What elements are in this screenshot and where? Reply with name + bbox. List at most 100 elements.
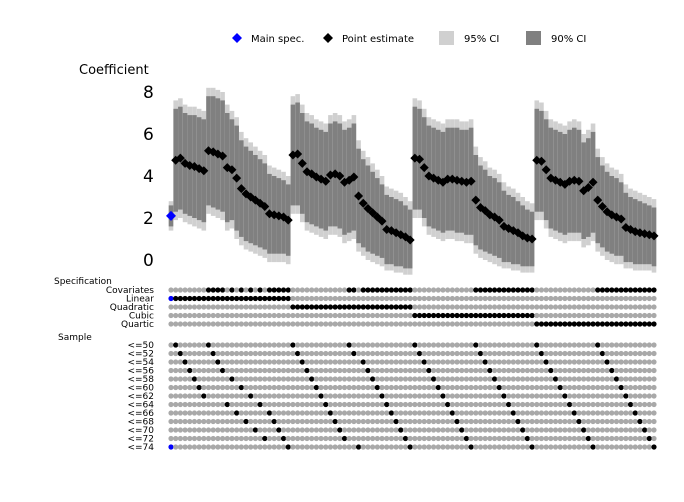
- sample-indicator-dot: [379, 350, 385, 357]
- sample-indicator-dot: [379, 342, 385, 348]
- spec-indicator-dot: [187, 287, 193, 293]
- sample-indicator-dot: [548, 359, 554, 365]
- sample-indicator-dot: [435, 342, 441, 348]
- sample-indicator-dot: [182, 384, 188, 391]
- sample-indicator-dot: [454, 410, 460, 416]
- sample-indicator-dot: [501, 444, 507, 450]
- spec-indicator-dot: [346, 304, 352, 310]
- sample-indicator-dot: [524, 342, 530, 348]
- sample-indicator-dot: [431, 367, 437, 374]
- sample-indicator-dot: [431, 418, 437, 425]
- sample-indicator-dot: [566, 435, 573, 442]
- sample-indicator-dot: [595, 376, 601, 382]
- sample-indicator-dot: [543, 384, 549, 391]
- sample-indicator-dot: [323, 393, 329, 399]
- spec-indicator-dot: [651, 304, 657, 310]
- sample-indicator-dot: [252, 435, 259, 442]
- sample-indicator-dot: [529, 418, 535, 425]
- point-estimate: [377, 216, 387, 226]
- sample-indicator-dot: [599, 444, 606, 450]
- sample-indicator-dot: [463, 410, 470, 416]
- sample-indicator-dot: [552, 342, 559, 348]
- sample-indicator-dot: [585, 367, 591, 374]
- sample-indicator-dot: [201, 435, 207, 442]
- spec-indicator-dot: [168, 312, 174, 319]
- sample-indicator-dot: [285, 350, 291, 357]
- sample-indicator-dot: [182, 359, 188, 365]
- sample-indicator-dot: [599, 410, 606, 416]
- sample-indicator-dot: [346, 342, 352, 348]
- spec-indicator-dot: [248, 321, 254, 327]
- sample-indicator-dot: [332, 435, 338, 442]
- sample-indicator-dot: [196, 393, 202, 399]
- spec-indicator-dot: [393, 295, 399, 302]
- sample-indicator-dot: [182, 418, 188, 425]
- sample-indicator-dot: [177, 435, 183, 442]
- sample-indicator-dot: [613, 401, 620, 408]
- sample-indicator-dot: [571, 367, 577, 374]
- sample-indicator-dot: [510, 384, 516, 391]
- sample-indicator-dot: [262, 427, 268, 433]
- sample-indicator-dot: [595, 367, 601, 374]
- sample-indicator-dot: [651, 410, 657, 416]
- spec-indicator-dot: [168, 287, 174, 293]
- sample-indicator-dot: [576, 384, 582, 391]
- sample-indicator-dot: [515, 410, 521, 416]
- sample-indicator-dot: [398, 435, 404, 442]
- spec-indicator-dot: [173, 295, 179, 302]
- sample-indicator-dot: [515, 342, 521, 348]
- sample-indicator-dot: [309, 410, 315, 416]
- sample-indicator-dot: [581, 342, 587, 348]
- spec-indicator-dot: [304, 287, 310, 293]
- sample-indicator-dot: [473, 435, 479, 442]
- sample-indicator-dot: [454, 393, 460, 399]
- sample-indicator-dot: [440, 418, 446, 425]
- spec-indicator-dot: [581, 321, 587, 327]
- sample-indicator-dot: [496, 444, 502, 450]
- sample-indicator-dot: [506, 435, 512, 442]
- spec-indicator-dot: [365, 304, 371, 310]
- sample-indicator-dot: [191, 350, 198, 357]
- sample-indicator-dot: [229, 350, 235, 357]
- spec-indicator-dot: [407, 295, 413, 302]
- spec-indicator-dot: [510, 287, 516, 293]
- sample-indicator-dot: [219, 342, 226, 348]
- sample-indicator-dot: [491, 444, 498, 450]
- sample-indicator-dot: [473, 427, 479, 433]
- sample-indicator-dot: [205, 401, 212, 408]
- sample-indicator-dot: [262, 393, 268, 399]
- sample-indicator-dot: [374, 401, 380, 408]
- spec-indicator-dot: [632, 321, 638, 327]
- sample-indicator-dot: [271, 410, 277, 416]
- y-tick-label: 6: [143, 125, 154, 145]
- sample-indicator-dot: [243, 359, 249, 365]
- sample-indicator-dot: [440, 401, 446, 408]
- spec-indicator-dot: [210, 295, 216, 302]
- sample-indicator-dot: [421, 350, 427, 357]
- spec-indicator-dot: [323, 304, 329, 310]
- spec-indicator-dot: [243, 287, 249, 293]
- legend-item-ci90: 90% CI: [526, 31, 586, 45]
- main-spec-point: [166, 210, 176, 221]
- sample-indicator-dot: [215, 384, 221, 391]
- sample-indicator-dot: [435, 376, 441, 382]
- spec-indicator-dot: [266, 312, 273, 319]
- sample-indicator-dot: [393, 393, 399, 399]
- spec-indicator-dot: [449, 321, 455, 327]
- sample-indicator-dot: [463, 367, 470, 374]
- point-estimate: [175, 153, 185, 163]
- sample-indicator-dot: [234, 435, 240, 442]
- sample-indicator-dot: [637, 435, 643, 442]
- spec-indicator-dot: [271, 321, 277, 327]
- sample-indicator-dot: [609, 410, 615, 416]
- sample-indicator-dot: [187, 393, 193, 399]
- sample-indicator-dot: [374, 384, 380, 391]
- sample-indicator-dot: [173, 393, 179, 399]
- point-estimate: [293, 149, 303, 159]
- sample-indicator-dot: [590, 359, 596, 365]
- sample-indicator-dot: [332, 393, 338, 399]
- sample-indicator-dot: [219, 359, 226, 365]
- sample-indicator-dot: [412, 376, 418, 382]
- spec-indicator-dot: [646, 287, 652, 293]
- sample-indicator-dot: [520, 427, 526, 433]
